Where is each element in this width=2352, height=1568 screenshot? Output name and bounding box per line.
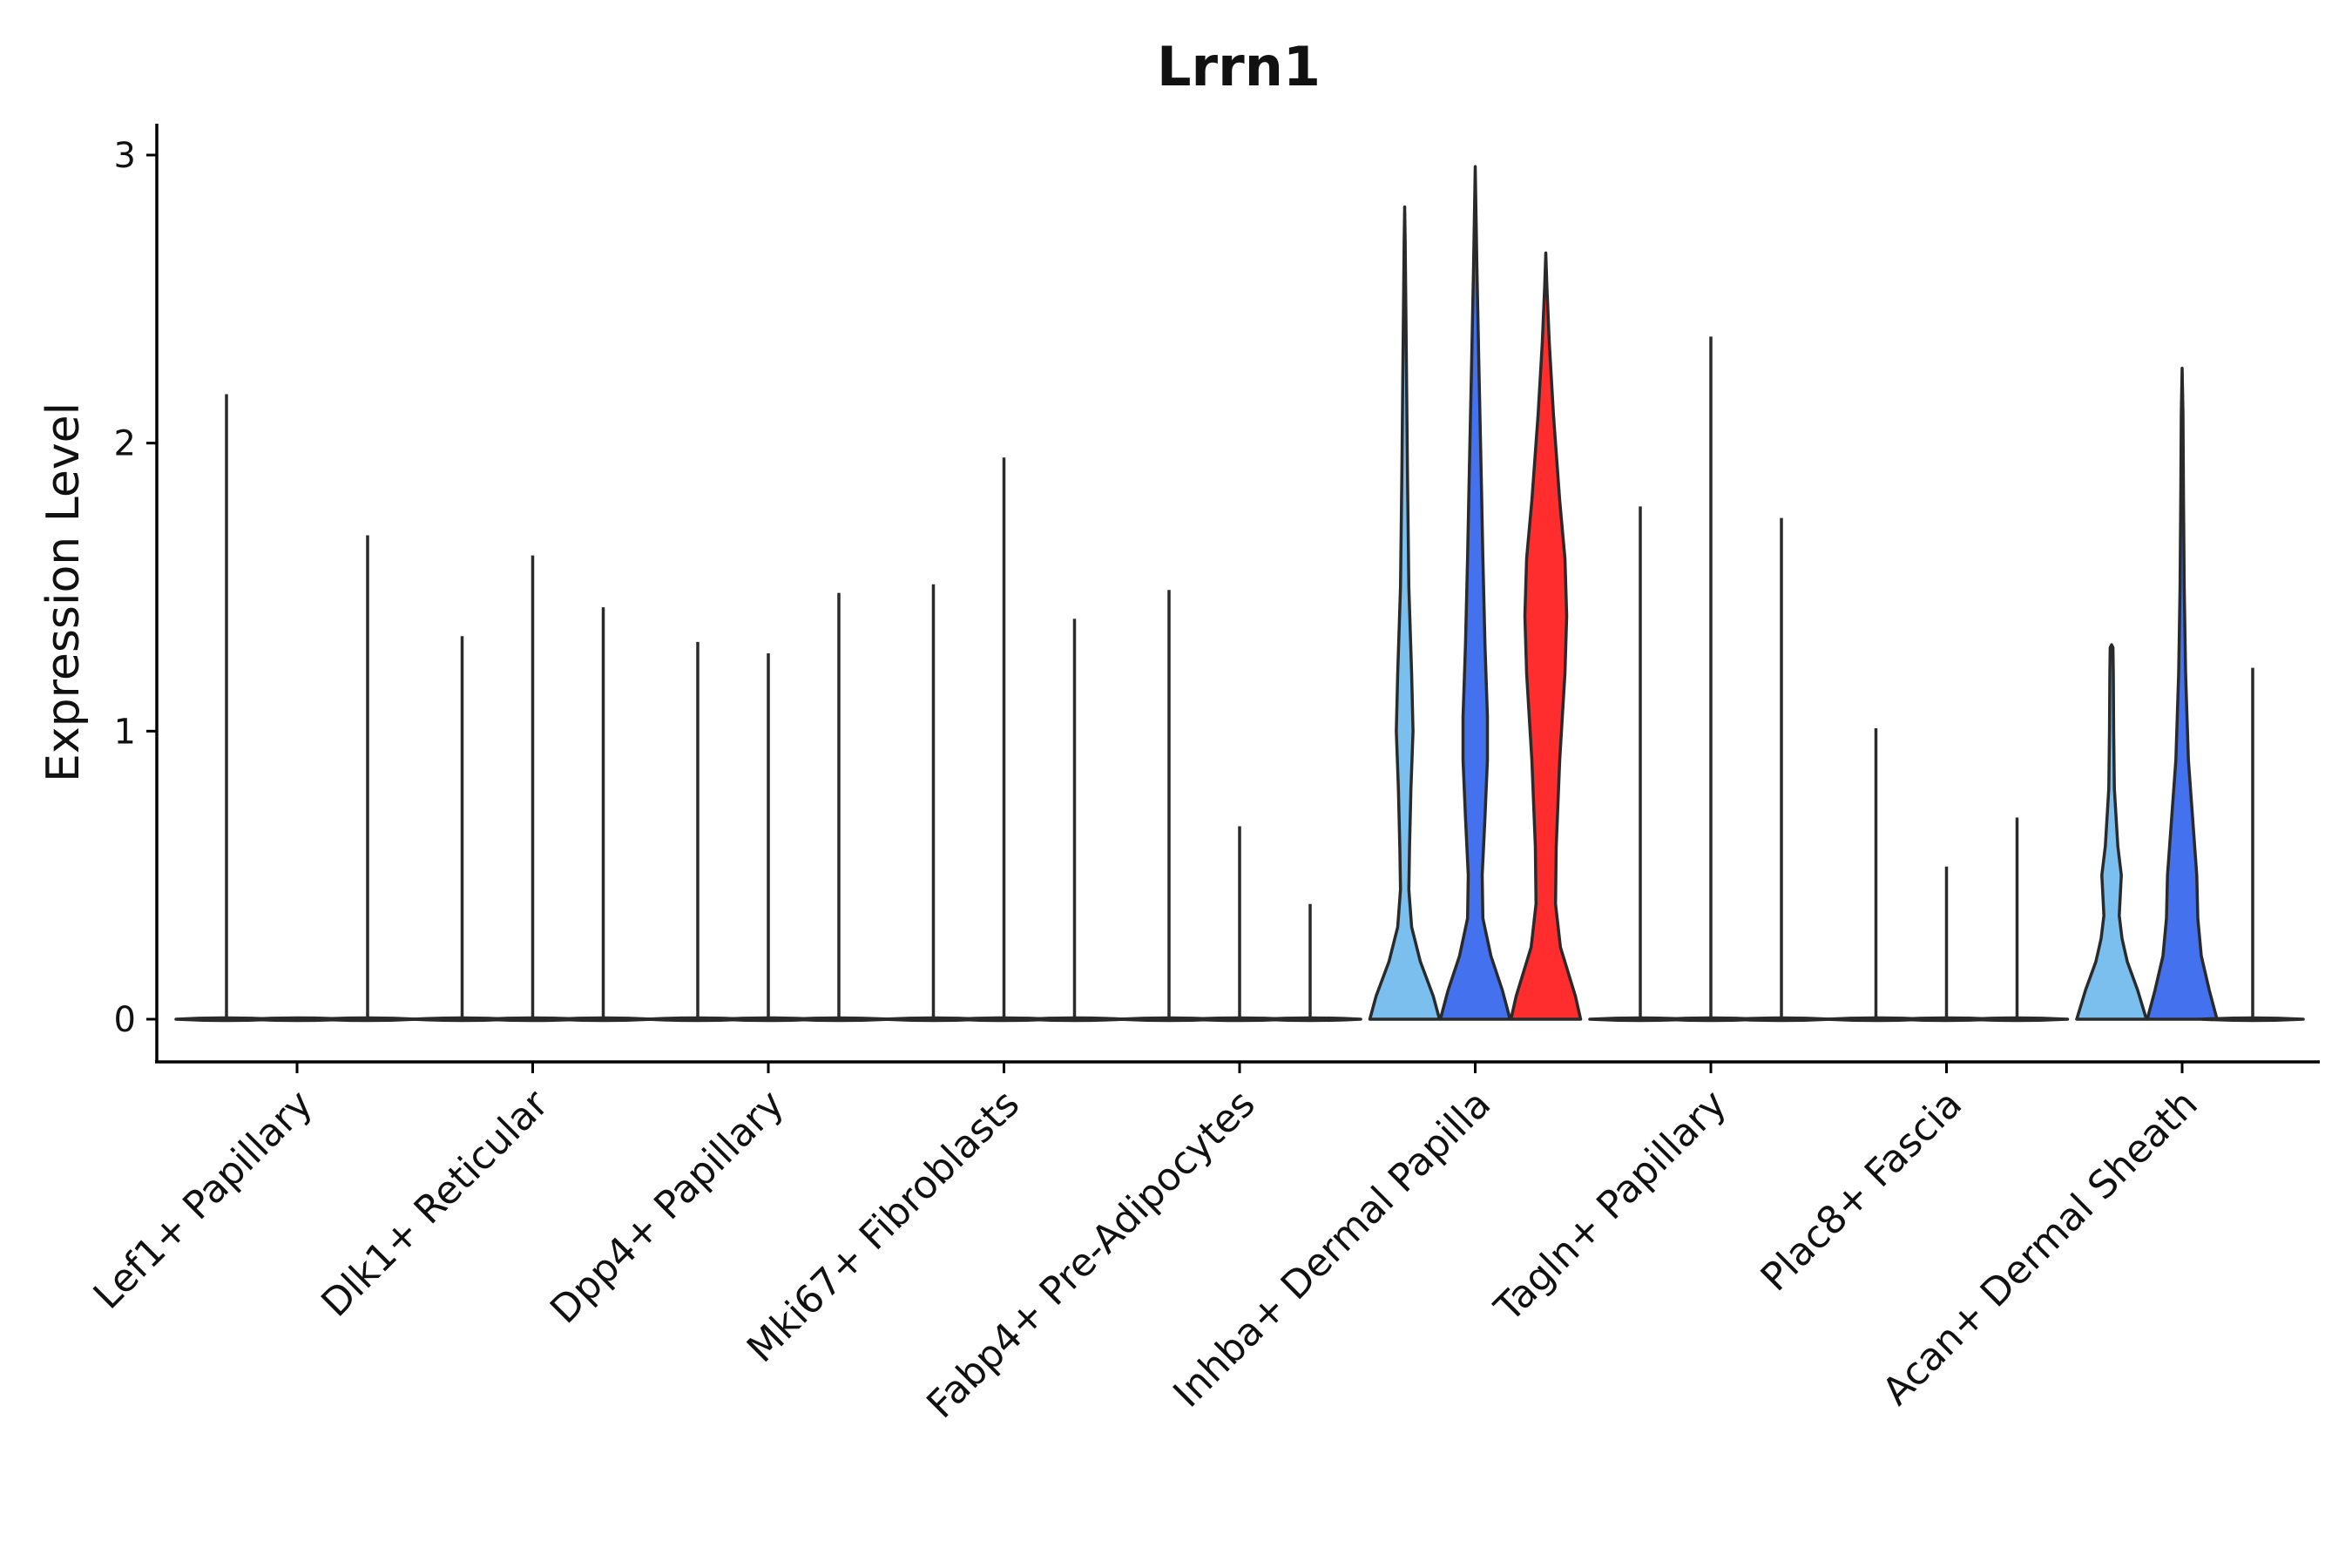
x-tick-label: Tagln+ Papillary	[1486, 1082, 1735, 1331]
x-tick-label: Dpp4+ Papillary	[542, 1082, 793, 1333]
x-tick-label: Mki67+ Fibroblasts	[739, 1082, 1028, 1371]
violin-red	[1509, 251, 1583, 1021]
violin-mid	[2146, 366, 2219, 1021]
violin-light	[2075, 643, 2148, 1021]
y-tick-label: 0	[114, 1000, 136, 1040]
y-ticks: 0 1 2 3	[114, 136, 157, 1040]
x-tick-label: Lef1+ Papillary	[85, 1082, 321, 1318]
y-axis-label: Expression Level	[37, 402, 90, 782]
violins-layer	[174, 165, 2305, 1023]
y-tick-label: 2	[114, 424, 136, 464]
y-tick-label: 3	[114, 136, 136, 176]
chart-title: Lrrn1	[1157, 35, 1321, 98]
violin-mid	[1438, 165, 1512, 1021]
violin-light	[1368, 205, 1442, 1021]
x-tick-label: Plac8+ Fascia	[1753, 1082, 1971, 1301]
x-tick-label: Dlk1+ Reticular	[313, 1081, 558, 1326]
y-tick-label: 1	[114, 712, 136, 752]
